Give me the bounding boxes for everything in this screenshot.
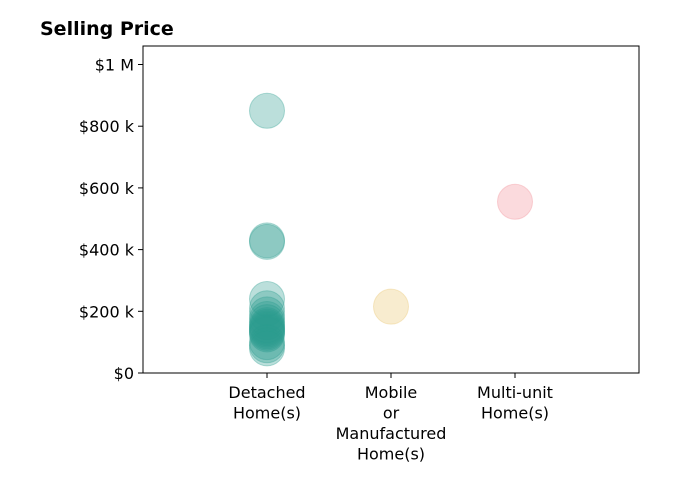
- y-tick-label: $800 k: [79, 117, 135, 136]
- scatter-point: [249, 92, 285, 129]
- chart-title: Selling Price: [40, 18, 174, 40]
- scatter-point: [373, 288, 409, 325]
- scatter-point: [249, 316, 285, 353]
- y-tick-label: $400 k: [79, 241, 135, 260]
- y-tick-label: $600 k: [79, 179, 135, 198]
- x-tick-label: Detached: [228, 383, 305, 402]
- scatter-point: [249, 313, 285, 350]
- scatter-point: [249, 324, 285, 361]
- x-tick-label: Mobile: [365, 383, 417, 402]
- scatter-point: [249, 314, 285, 351]
- y-tick-label: $200 k: [79, 302, 135, 321]
- scatter-point: [249, 290, 285, 327]
- scatter-point: [249, 301, 285, 338]
- points-layer: [249, 92, 533, 367]
- scatter-point: [249, 327, 285, 364]
- scatter-point: [249, 308, 285, 345]
- scatter-point: [249, 330, 285, 367]
- scatter-point: [497, 183, 533, 220]
- x-tick-label: Home(s): [357, 445, 425, 464]
- x-tick-label: Manufactured: [336, 424, 447, 443]
- scatter-point: [249, 280, 285, 317]
- x-tick-label: Multi-unit: [477, 383, 553, 402]
- x-tick-label: Home(s): [233, 404, 301, 423]
- y-tick-label: $0: [114, 364, 134, 383]
- y-tick-label: $1 M: [95, 56, 134, 75]
- scatter-point: [249, 311, 285, 348]
- scatter-point: [249, 222, 285, 259]
- scatter-point: [249, 310, 285, 347]
- scatter-point: [249, 304, 285, 341]
- scatter-point: [249, 223, 285, 260]
- x-tick-label: or: [383, 404, 400, 423]
- scatter-point: [249, 296, 285, 333]
- y-axis: $0 $200 k $400 k $600 k $800 k $1 M: [79, 56, 143, 383]
- x-tick-label: Home(s): [481, 404, 549, 423]
- scatter-point: [249, 307, 285, 344]
